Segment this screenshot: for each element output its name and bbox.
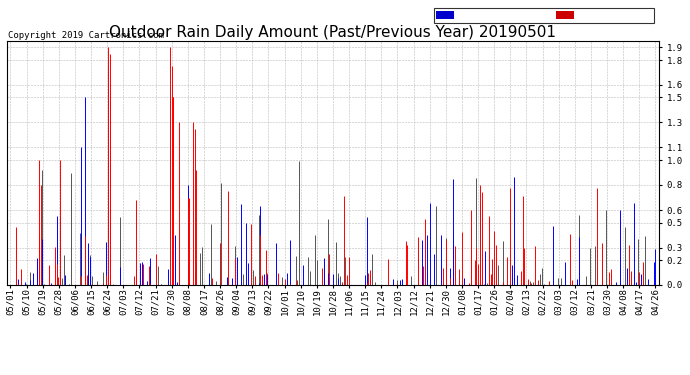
- Legend: Previous  (Inches), Past  (Inches): Previous (Inches), Past (Inches): [434, 8, 654, 22]
- Title: Outdoor Rain Daily Amount (Past/Previous Year) 20190501: Outdoor Rain Daily Amount (Past/Previous…: [110, 25, 556, 40]
- Text: Copyright 2019 Cartronics.com: Copyright 2019 Cartronics.com: [8, 32, 164, 40]
